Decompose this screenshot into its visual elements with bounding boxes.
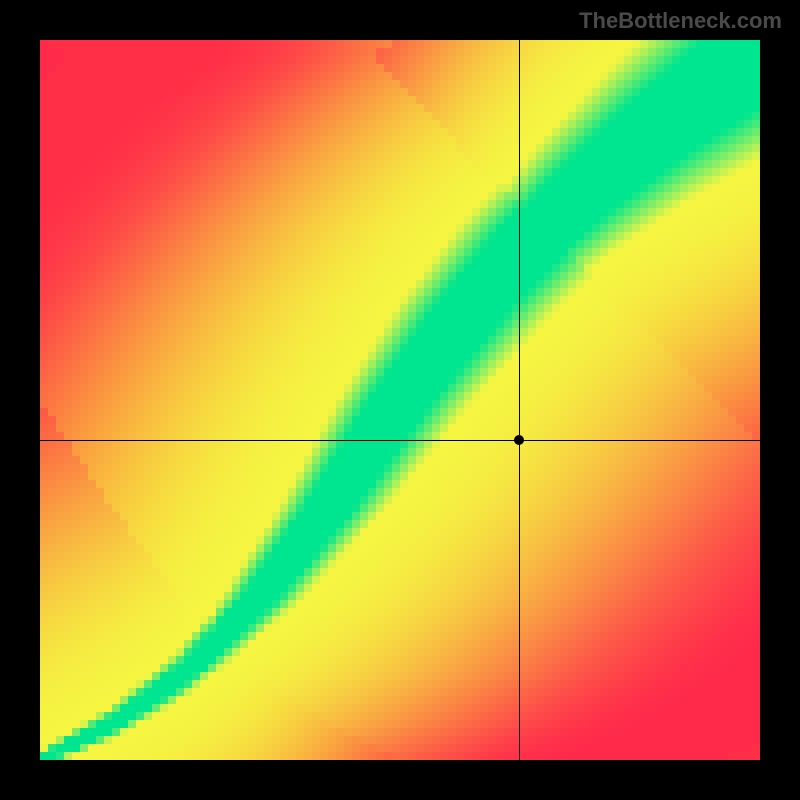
heatmap-canvas [40, 40, 760, 760]
watermark-text: TheBottleneck.com [579, 8, 782, 34]
chart-container: TheBottleneck.com [0, 0, 800, 800]
crosshair-vertical [519, 40, 520, 760]
crosshair-horizontal [40, 440, 760, 441]
plot-area [40, 40, 760, 760]
crosshair-marker [514, 435, 524, 445]
